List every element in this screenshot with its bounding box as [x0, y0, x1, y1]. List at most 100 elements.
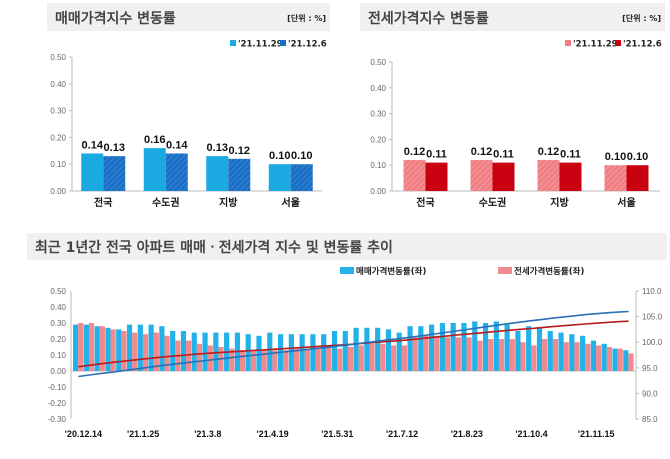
sale-change-chart: 매매가격지수 변동률 [단위 : %] '21.11.29 '21.12.6 0.00 0…: [47, 3, 330, 209]
bar: [403, 160, 426, 191]
jeonse-change-bar: [423, 335, 429, 371]
sale-change-bar: [439, 323, 445, 371]
jeonse-change-bar: [574, 342, 580, 371]
x-tick-label: '21.3.8: [194, 429, 221, 439]
unit-label: [단위 : %]: [287, 13, 326, 23]
sale-change-bar: [515, 331, 521, 371]
data-label: 0.10: [291, 150, 312, 162]
x-tick-label: '20.12.14: [65, 429, 102, 439]
bar: [559, 162, 582, 191]
sale-change-bar: [202, 332, 208, 371]
sale-change-bar: [623, 350, 629, 371]
y-tick-label: 0.40: [50, 80, 66, 89]
legend-swatch: [230, 40, 236, 46]
jeonse-change-bar: [88, 323, 95, 371]
sale-change-bar: [569, 334, 575, 371]
jeonse-change-bar: [358, 345, 364, 371]
jeonse-change-chart: 전세가격지수 변동률 [단위 : %] '21.11.29 '21.12.6 0.00 0…: [360, 3, 665, 209]
jeonse-change-bar: [498, 339, 505, 371]
x-tick-label: '21.7.12: [386, 429, 418, 439]
sale-change-bar: [536, 327, 543, 371]
legend-swatch: [615, 40, 621, 46]
jeonse-change-bar: [617, 348, 623, 371]
jeonse-change-bar: [488, 339, 494, 371]
x-tick-label: '21.10.4: [515, 429, 547, 439]
sale-change-bar: [353, 327, 359, 371]
left-y-tick-label: 0.20: [50, 335, 66, 344]
x-tick-label: '21.5.31: [321, 429, 353, 439]
sale-change-bar: [321, 334, 327, 371]
jeonse-change-bar: [444, 337, 451, 371]
bar: [492, 162, 515, 191]
sale-change-bar: [191, 332, 197, 371]
sale-change-bar: [245, 334, 251, 371]
left-y-tick-label: 0.00: [50, 367, 66, 376]
y-tick-label: 0.20: [50, 133, 66, 142]
sale-change-bar: [310, 334, 316, 371]
sale-change-bar: [105, 327, 111, 371]
sale-change-bar: [450, 323, 456, 371]
sale-change-bar: [385, 329, 392, 371]
unit-label: [단위 : %]: [622, 13, 661, 23]
title-background: [360, 3, 665, 31]
bar: [165, 153, 188, 191]
jeonse-change-bar: [196, 343, 203, 371]
category-label: 지방: [550, 196, 569, 209]
data-label: 0.10: [605, 151, 626, 163]
sale-change-bar: [73, 324, 79, 371]
category-label: 서울: [282, 196, 300, 209]
jeonse-change-bar: [369, 343, 375, 371]
jeonse-change-bar: [391, 345, 397, 371]
right-y-tick-label: 110.0: [642, 287, 662, 296]
title-background: [47, 3, 330, 31]
jeonse-change-bar: [142, 334, 149, 371]
sale-change-bar: [148, 324, 154, 371]
bar: [290, 164, 313, 191]
jeonse-change-bar: [164, 335, 170, 371]
jeonse-change-bar: [412, 337, 418, 371]
data-label: 0.13: [207, 142, 228, 154]
legend-label: '21.11.29: [573, 40, 618, 50]
sale-change-bar: [256, 335, 262, 371]
jeonse-change-bar: [283, 350, 289, 371]
legend-label: 전세가격변동률(좌): [514, 266, 584, 277]
jeonse-change-bar: [250, 350, 256, 371]
jeonse-change-bar: [240, 350, 246, 371]
legend-label: 매매가격변동률(좌): [356, 266, 426, 277]
sale-change-bar: [590, 340, 597, 371]
y-tick-label: 0.20: [370, 135, 386, 144]
sale-change-bar: [342, 331, 348, 371]
jeonse-change-bar: [293, 348, 300, 371]
jeonse-change-bar: [347, 347, 354, 371]
legend-swatch: [340, 267, 354, 274]
data-label: 0.16: [144, 134, 165, 146]
jeonse-change-bar: [78, 323, 84, 371]
sale-change-bar: [137, 324, 143, 371]
sale-change-bar: [116, 329, 122, 371]
sale-change-bar: [267, 332, 273, 371]
sale-change-bar: [418, 326, 424, 371]
title-background: [27, 233, 667, 260]
jeonse-change-bar: [509, 339, 515, 371]
sale-change-bar: [504, 324, 510, 371]
y-tick-label: 0.00: [370, 187, 386, 196]
sale-change-bar: [180, 331, 187, 371]
x-tick-label: '21.1.25: [127, 429, 159, 439]
category-label: 전국: [94, 196, 112, 209]
jeonse-change-bar: [110, 329, 116, 371]
jeonse-change-bar: [132, 332, 138, 371]
jeonse-change-bar: [315, 348, 321, 371]
y-tick-label: 0.30: [370, 110, 386, 119]
bar: [470, 160, 493, 191]
left-y-tick-label: 0.40: [50, 303, 66, 312]
jeonse-change-bar: [466, 337, 472, 371]
sale-change-bar: [299, 334, 305, 371]
bar: [268, 164, 291, 191]
data-label: 0.13: [104, 142, 125, 154]
jeonse-change-bar: [628, 353, 634, 371]
jeonse-change-bar: [596, 345, 602, 371]
left-y-tick-label: -0.10: [48, 383, 67, 392]
y-tick-label: 0.10: [50, 160, 66, 169]
chart-title: 매매가격지수 변동률: [55, 10, 176, 27]
bar: [81, 153, 104, 191]
